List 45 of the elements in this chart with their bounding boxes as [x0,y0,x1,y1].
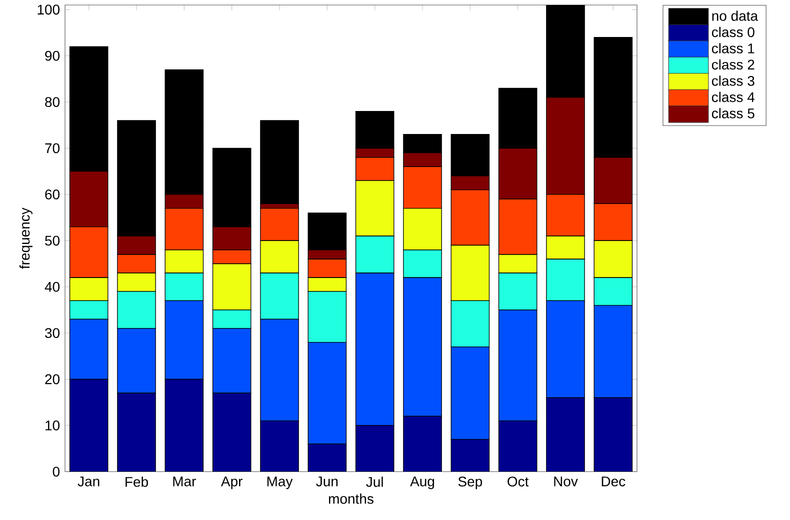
bar [212,393,251,472]
bar [594,398,633,472]
legend-label: class 2 [712,60,754,70]
x-axis-title: months [328,494,374,504]
x-tick-label: Apr [220,476,242,490]
bar [260,421,299,472]
bar [308,444,346,472]
x-tick-label: May [267,476,293,490]
x-tick-label: Feb [126,476,148,488]
bar [498,421,537,472]
y-tick-label: 60 [45,190,60,200]
bar [403,416,442,472]
bar [165,379,204,472]
legend-label: class 4 [712,92,754,102]
y-tick-label: 30 [45,328,60,338]
y-tick-label: 0 [52,466,60,477]
y-tick-label: 70 [45,143,60,154]
x-tick-label: Aug [410,476,434,490]
bar [260,120,299,204]
bar [546,398,585,472]
bar [451,439,490,472]
legend-label: class 0 [712,27,754,38]
y-axis-title: frequency [19,208,32,270]
x-tick-label: Oct [508,476,529,487]
x-tick-label: Dec [602,476,626,487]
y-tick-label: 50 [45,236,60,246]
legend-label: class 3 [712,76,754,86]
y-tick-label: 80 [45,97,60,108]
bar [117,393,156,472]
x-tick-label: Sep [458,476,482,490]
x-tick-label: Mar [173,476,196,487]
y-tick-label: 20 [45,374,60,384]
x-tick-label: Jun [316,476,338,487]
y-tick-label: 100 [38,4,60,15]
y-tick-label: 10 [46,420,60,431]
x-tick-label: Jul [366,476,383,488]
y-tick-label: 90 [45,51,60,61]
y-tick-label: 40 [44,282,60,292]
legend-label: no data [712,10,758,22]
bar [70,379,108,472]
x-tick-label: Nov [554,476,578,487]
legend-label: class 1 [712,43,754,54]
bar [356,426,394,472]
x-tick-label: Jan [78,476,100,487]
legend-label: class 5 [712,108,754,119]
